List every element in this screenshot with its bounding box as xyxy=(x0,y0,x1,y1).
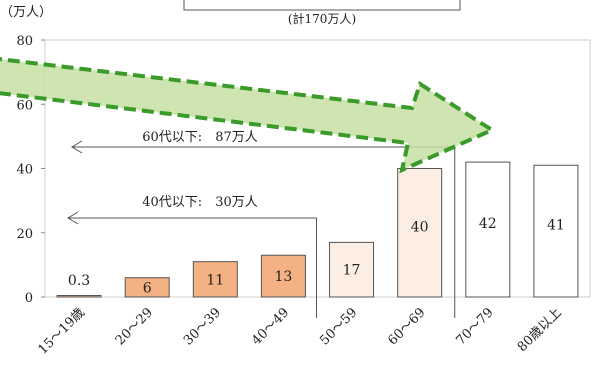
trend-arrow xyxy=(0,57,497,174)
bar-value-label: 6 xyxy=(143,280,152,296)
bar-value-label: 11 xyxy=(206,272,224,288)
bar-value-label: 13 xyxy=(275,269,293,285)
bar-value-label: 42 xyxy=(479,216,497,232)
bar xyxy=(192,261,238,298)
bar xyxy=(329,241,375,298)
bracket-40-label: 40代以下: 30万人 xyxy=(142,195,257,210)
bar xyxy=(397,168,443,298)
bar xyxy=(260,254,306,298)
x-tick-label: 30～39 xyxy=(181,305,224,348)
x-tick-label: 50～59 xyxy=(317,305,360,348)
y-tick-label: 20 xyxy=(16,227,33,242)
x-tick-label: 40～49 xyxy=(249,305,292,348)
bar xyxy=(124,277,170,298)
bar xyxy=(533,164,579,298)
x-tick-label: 70～79 xyxy=(453,305,496,348)
y-tick-label: 80 xyxy=(16,34,33,49)
bar xyxy=(465,161,511,298)
x-tick-label: 60～69 xyxy=(385,305,428,348)
bar xyxy=(56,295,102,298)
bracket-60-arrowhead xyxy=(71,140,83,154)
total-label: (計170万人) xyxy=(288,11,356,26)
bar-value-label: 41 xyxy=(547,218,565,234)
y-tick-label: 60 xyxy=(16,98,33,113)
y-tick-label: 0 xyxy=(25,291,33,306)
x-tick-label: 80歳以上 xyxy=(515,305,565,355)
bar-value-label: 0.3 xyxy=(68,273,90,289)
x-tick-label: 15～19歳 xyxy=(35,305,87,357)
y-unit-label: （万人） xyxy=(0,5,52,20)
y-tick-label: 40 xyxy=(16,163,33,178)
bar-value-label: 17 xyxy=(343,263,361,279)
bracket-40-arrowhead xyxy=(67,211,79,225)
bracket-60-label: 60代以下: 87万人 xyxy=(142,130,257,145)
header-box xyxy=(183,0,461,11)
bar-value-label: 40 xyxy=(411,219,429,235)
x-tick-label: 20～29 xyxy=(113,305,156,348)
